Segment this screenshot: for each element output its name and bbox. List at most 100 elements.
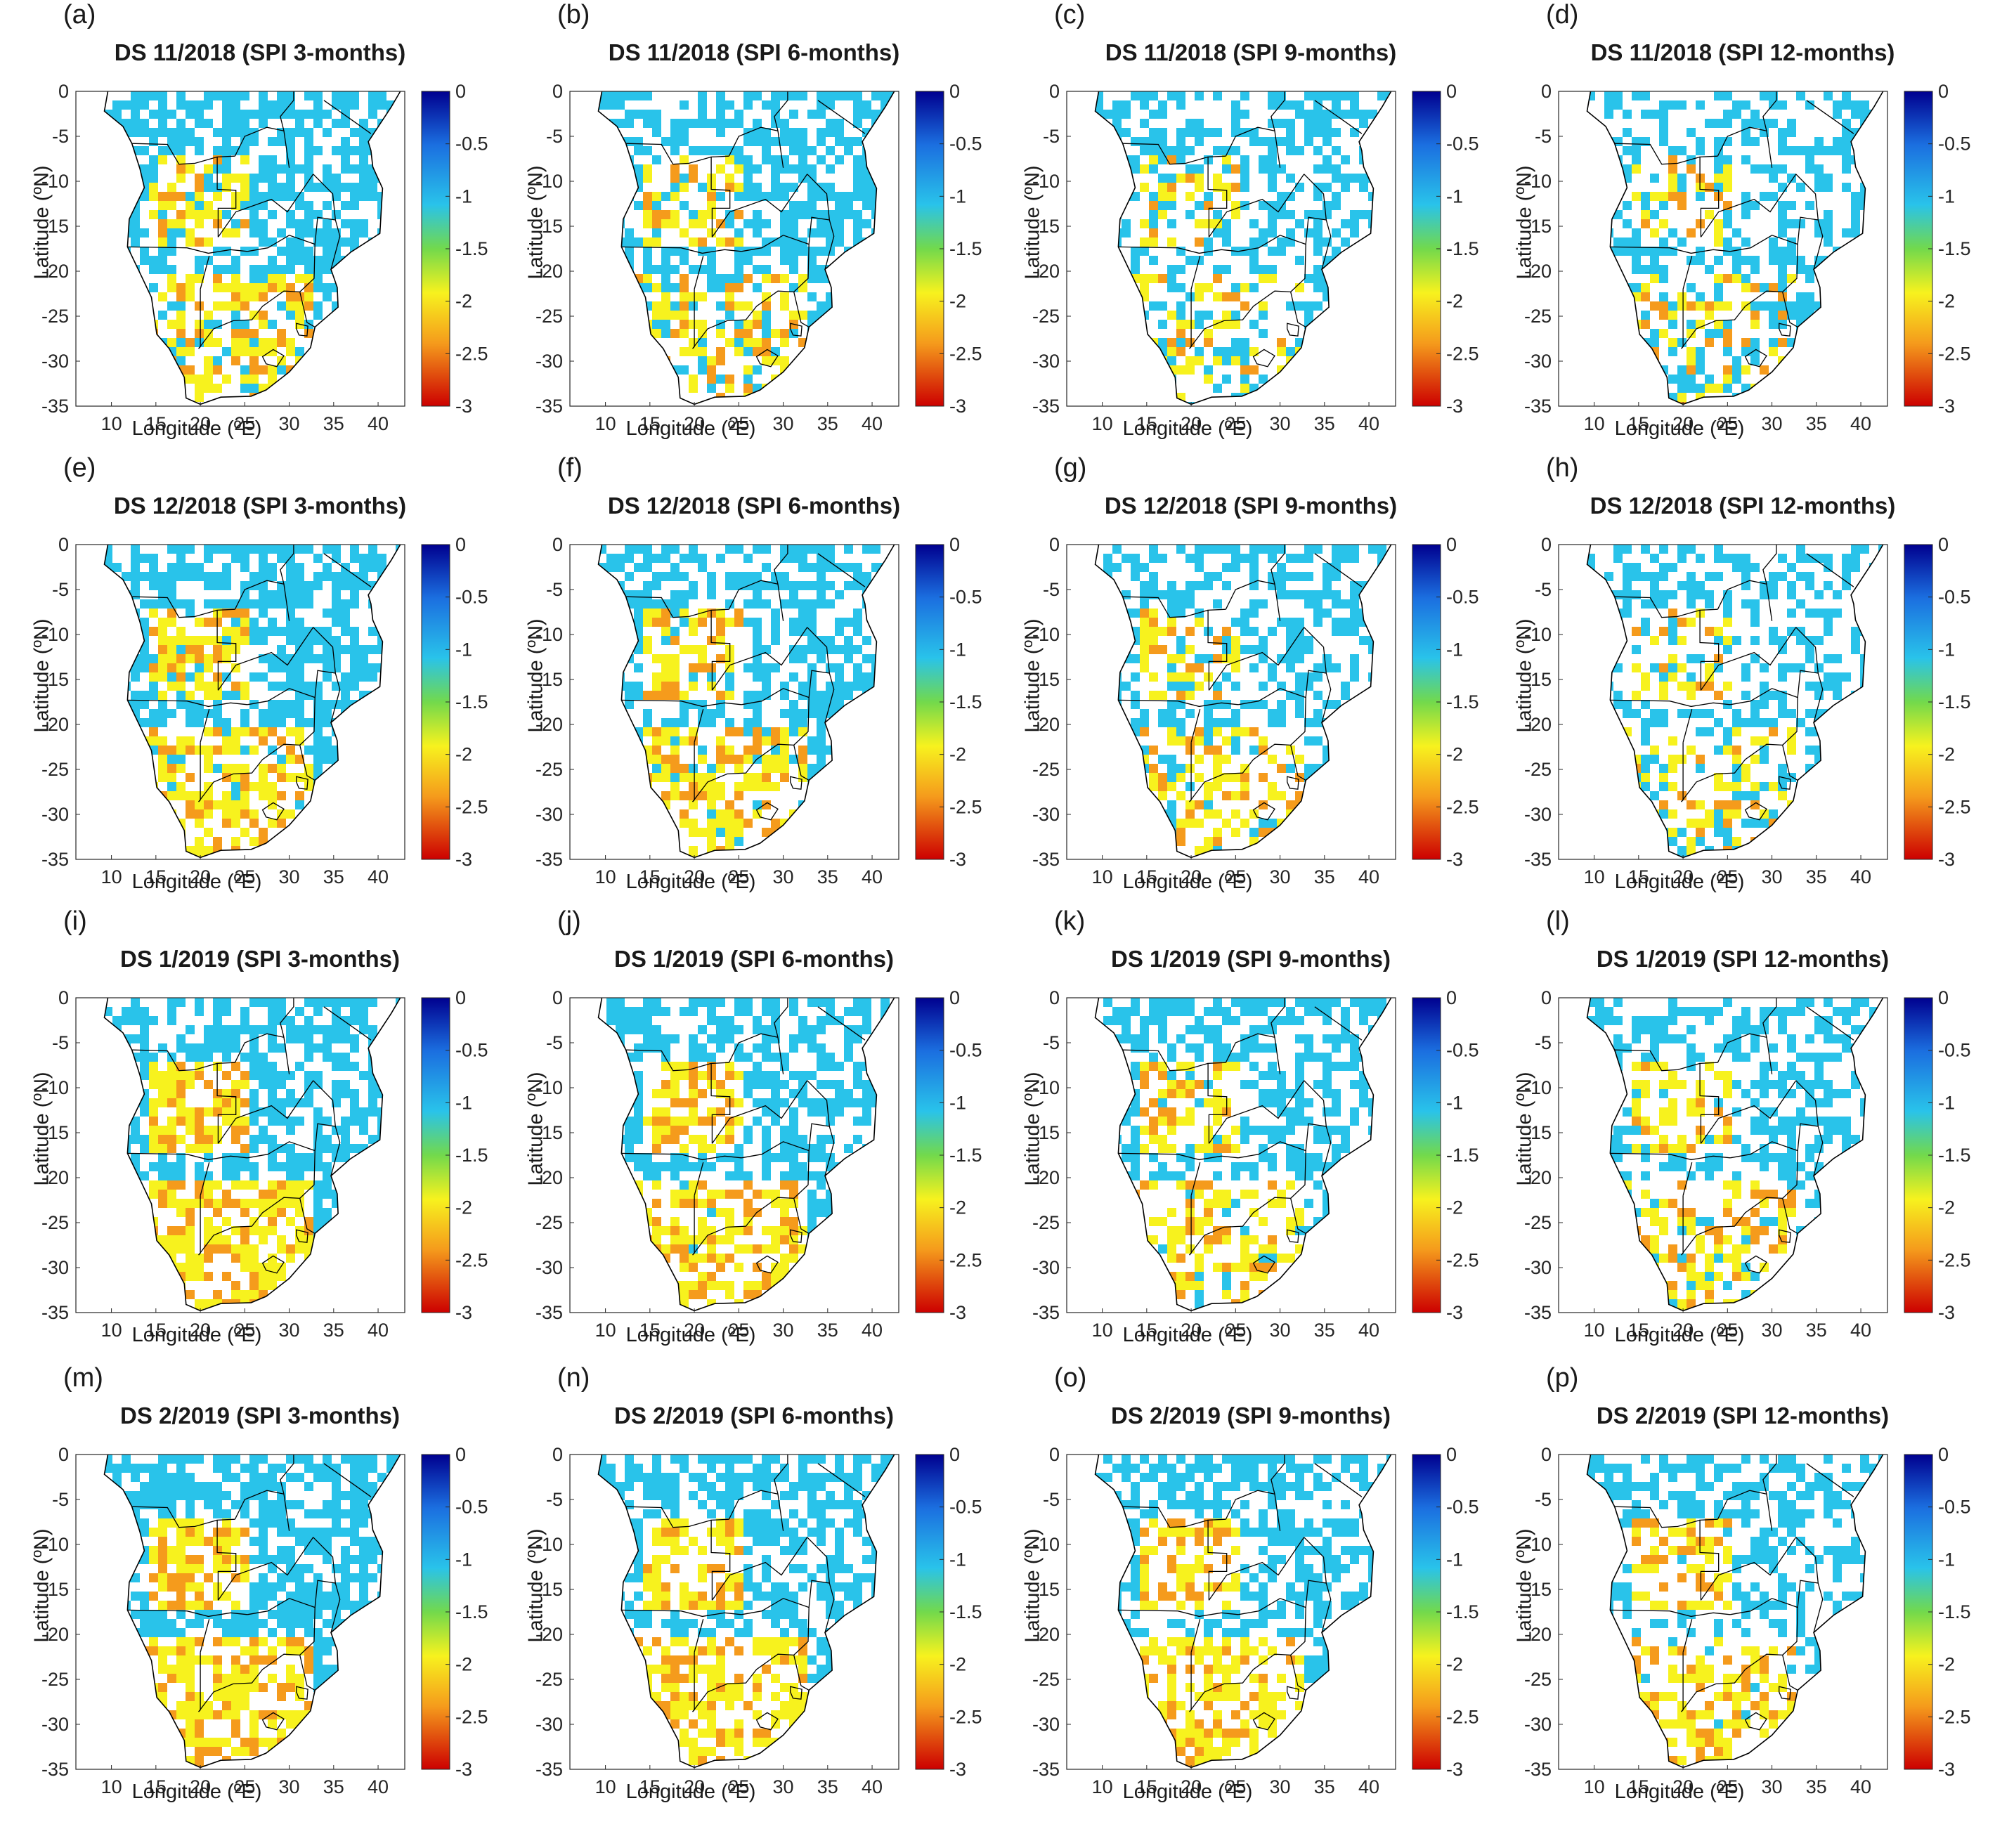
spi-cell [1760,119,1769,128]
spi-cell [1778,265,1787,274]
spi-cell [286,256,295,265]
spi-cell [149,609,158,618]
spi-cell [204,828,213,837]
spi-cell [707,663,716,672]
spi-cell [131,554,140,563]
spi-cell [1176,329,1185,338]
spi-cell [149,554,158,563]
spi-cell [1249,572,1259,581]
spi-cell [1195,347,1204,356]
y-tick-label: -15 [535,216,563,237]
spi-cell [1659,192,1668,201]
spi-cell [1851,110,1860,119]
spi-cell [789,618,798,627]
spi-cell [1158,645,1167,654]
colorbar-tick-label: -2 [949,291,966,312]
spi-cell [313,301,323,311]
spi-cell [186,636,195,645]
spi-cell [240,146,249,155]
spi-cell [689,265,698,274]
spi-cell [1295,636,1304,645]
spi-cell [186,137,195,146]
x-tick-label: 35 [323,866,344,887]
spi-cell [350,654,359,663]
spi-cell [826,192,835,201]
spi-cell [725,727,734,736]
spi-cell [240,627,249,636]
spi-cell [835,618,844,627]
spi-cell [698,618,707,627]
spi-cell [259,764,268,773]
spi-cell [1176,311,1185,320]
spi-cell [341,618,350,627]
spi-cell [1268,119,1277,128]
x-tick-label: 10 [1092,413,1113,434]
colorbar-tick-label: -0.5 [1446,134,1479,155]
spi-cell [680,228,689,237]
spi-cell [332,119,341,128]
spi-cell [680,320,689,329]
spi-cell [350,128,359,137]
spi-cell [762,219,771,228]
panel-letter: (b) [557,0,590,30]
spi-cell [1195,219,1204,228]
spi-cell [149,164,158,174]
spi-cell [323,292,332,301]
country-border [711,627,808,691]
spi-cell [762,311,771,320]
spi-cell [1195,356,1204,365]
spi-cell [277,137,286,146]
spi-cell [643,545,652,554]
spi-cell [295,636,304,645]
spi-cell [1842,100,1851,110]
spi-cell [1167,609,1176,618]
country-border [234,126,285,157]
spi-cell [1677,402,1687,405]
spi-cell [231,274,240,283]
spi-cell [798,764,807,773]
country-border [280,545,294,621]
spi-cell [304,746,313,755]
spi-cell [716,764,725,773]
spi-cell [734,338,743,347]
spi-cell [222,164,231,174]
spi-cell [323,183,332,192]
spi-cell [313,764,323,773]
spi-cell [1332,590,1341,599]
map-plot: 10 15 20 25 30 35 400-5-10-15-20-25-30-350-0.5… [535,81,982,434]
spi-cell [798,627,807,636]
spi-cell [240,718,249,727]
spi-cell [1760,365,1769,375]
spi-cell [359,228,368,237]
spi-cell [286,682,295,691]
country-border [621,246,742,254]
spi-cell [186,210,195,219]
country-border [1321,219,1332,270]
spi-cell [689,782,698,791]
spi-cell [149,192,158,201]
y-tick-label: 0 [1049,81,1060,102]
spi-cell [1268,545,1277,554]
spi-cell [249,311,259,320]
panel-letter: (f) [557,453,583,483]
y-tick-label: -15 [1524,216,1552,237]
spi-cell [1723,320,1732,329]
spi-cell [1240,283,1249,292]
spi-cell [780,119,789,128]
spi-cell [1778,137,1787,146]
spi-cell [652,609,661,618]
spi-cell [762,682,771,691]
spi-cell [158,110,167,119]
spi-cell [598,100,606,110]
x-tick-label: 20 [1672,413,1694,434]
spi-cell [1732,110,1741,119]
spi-cell [734,283,743,292]
spi-cell [240,155,249,164]
spi-cell [753,365,762,375]
spi-cell [149,256,158,265]
x-tick-label: 35 [817,866,838,887]
spi-cell [222,609,231,618]
spi-cell [1687,356,1696,365]
spi-cell [862,192,871,201]
spi-cell [323,265,332,274]
